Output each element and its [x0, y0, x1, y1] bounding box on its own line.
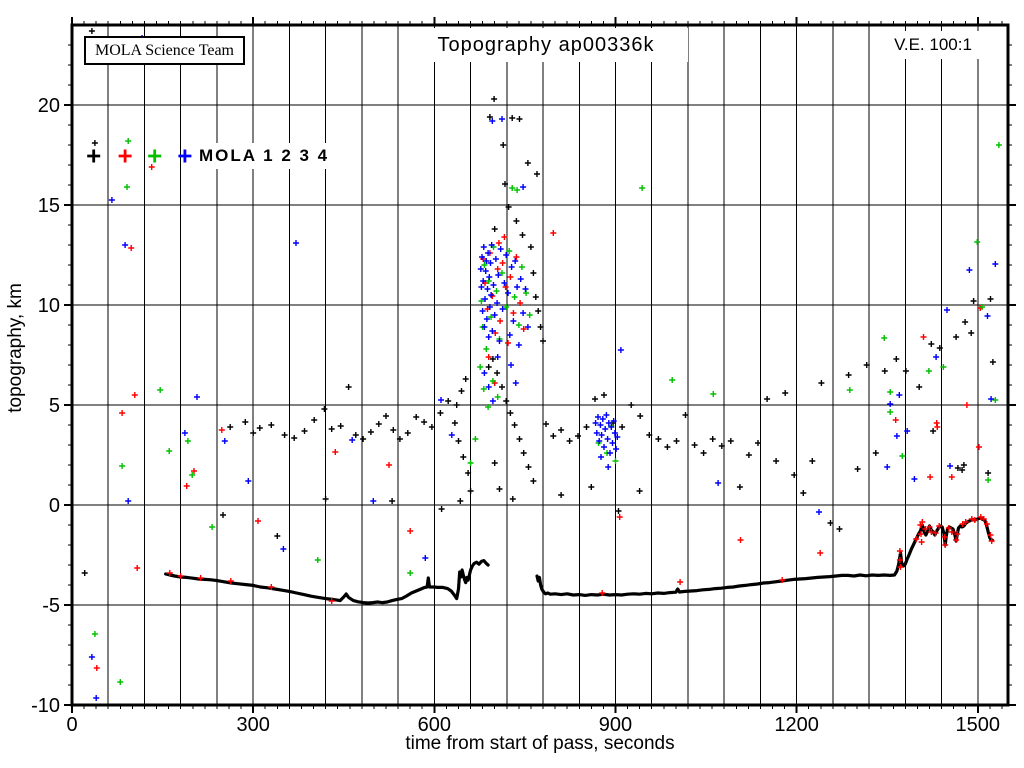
x-axis-title: time from start of pass, seconds: [405, 733, 675, 754]
legend-cross-2: [118, 149, 132, 163]
minor-ticks: [68, 21, 1012, 709]
series-1-points: [81, 28, 996, 576]
ground-track-segment-2: [535, 516, 994, 598]
y-tick-label: 15: [38, 195, 60, 217]
y-tick-label: -10: [31, 695, 60, 717]
y-tick-label: 20: [38, 95, 60, 117]
vertical-exaggeration-label: V.E. 100:1: [878, 31, 988, 59]
x-tick-label: 1500: [956, 714, 1001, 736]
x-tick-label: 600: [418, 714, 451, 736]
x-tick-label: 0: [66, 714, 77, 736]
mola-science-team-box: MOLA Science Team: [84, 36, 245, 65]
plot-frame: [70, 23, 1010, 707]
y-tick-label: 0: [49, 495, 60, 517]
grid-lines: [72, 25, 1008, 705]
y-tick-label: 5: [49, 395, 60, 417]
x-tick-label: 900: [599, 714, 632, 736]
legend-cross-1: [87, 149, 101, 163]
series-3-points: [91, 138, 1002, 685]
major-ticks: [64, 17, 1016, 713]
ground-track-segment-1: [164, 558, 490, 605]
y-axis-title: topography, km: [5, 283, 26, 413]
legend-cross-4: [178, 149, 192, 163]
legend-label: MOLA 1 2 3 4: [199, 143, 331, 169]
series-2-points: [93, 164, 995, 671]
legend-cross-3: [148, 149, 162, 163]
y-tick-label: -5: [42, 595, 60, 617]
y-tick-label: 10: [38, 295, 60, 317]
x-tick-label: 300: [236, 714, 269, 736]
series-4-points: [88, 35, 999, 701]
x-tick-label: 1200: [774, 714, 819, 736]
chart-title: Topography ap00336k: [404, 28, 688, 62]
